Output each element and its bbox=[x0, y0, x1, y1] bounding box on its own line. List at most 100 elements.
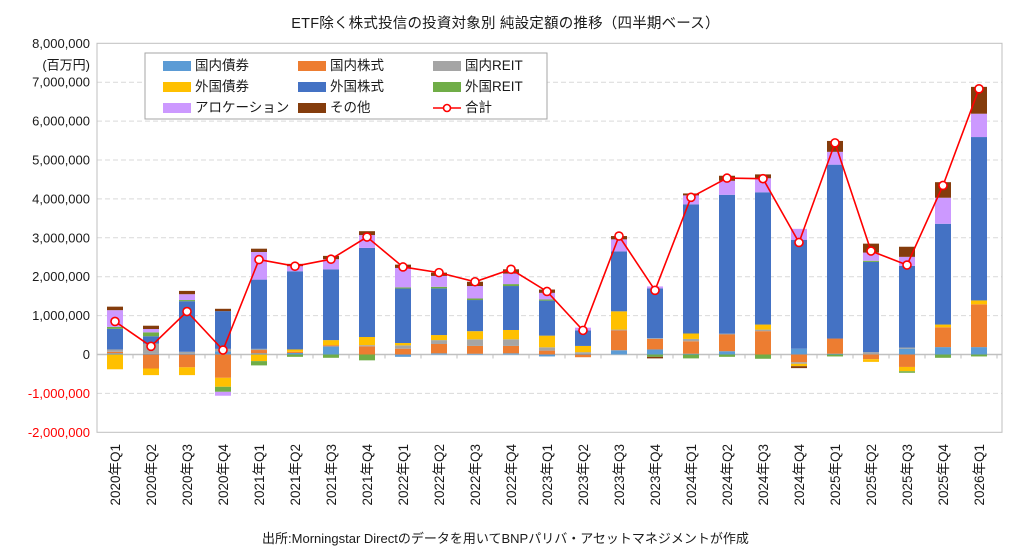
bar-segment-アロケーション bbox=[179, 294, 195, 301]
total-marker bbox=[254, 254, 264, 265]
bar-segment-外国株式 bbox=[827, 164, 843, 339]
bar-segment-外国REIT bbox=[899, 371, 915, 373]
svg-text:2021年Q4: 2021年Q4 bbox=[360, 444, 375, 506]
svg-text:2022年Q1: 2022年Q1 bbox=[396, 444, 411, 506]
bar-segment-国内債券 bbox=[251, 353, 267, 355]
bar-segment-外国株式 bbox=[431, 288, 447, 336]
bar-segment-国内REIT bbox=[107, 349, 123, 352]
legend-item-アロケーション: アロケーション bbox=[163, 100, 289, 115]
total-marker bbox=[578, 325, 588, 336]
svg-text:2022年Q2: 2022年Q2 bbox=[432, 444, 447, 506]
bar-segment-国内債券 bbox=[431, 353, 447, 355]
bar-segment-アロケーション bbox=[431, 275, 447, 287]
bar-segment-アロケーション bbox=[971, 113, 987, 138]
bar-segment-国内債券 bbox=[971, 347, 987, 355]
bar-segment-外国債券 bbox=[251, 354, 267, 362]
svg-text:6,000,000: 6,000,000 bbox=[32, 114, 90, 129]
bar-segment-国内REIT bbox=[431, 340, 447, 344]
source-note: 出所:Morningstar Directのデータを用いてBNPパリバ・アセット… bbox=[262, 531, 749, 546]
bar-segment-国内REIT bbox=[755, 329, 771, 332]
total-marker bbox=[326, 254, 336, 264]
bar-segment-アロケーション bbox=[719, 180, 735, 195]
bar-segment-外国株式 bbox=[719, 194, 735, 334]
bar-segment-その他 bbox=[791, 366, 807, 369]
svg-text:0: 0 bbox=[83, 347, 90, 362]
bar-segment-外国株式 bbox=[971, 137, 987, 301]
svg-text:2025年Q2: 2025年Q2 bbox=[864, 444, 879, 506]
bar-segment-国内株式 bbox=[647, 338, 663, 350]
bar-segment-アロケーション bbox=[395, 267, 411, 288]
bar-segment-外国REIT bbox=[323, 354, 339, 358]
total-marker bbox=[398, 262, 408, 272]
bar-segment-国内株式 bbox=[611, 330, 627, 351]
bar-segment-外国株式 bbox=[683, 204, 699, 334]
svg-text:4,000,000: 4,000,000 bbox=[32, 191, 90, 206]
svg-text:国内債券: 国内債券 bbox=[195, 58, 249, 73]
bar-segment-その他 bbox=[971, 86, 987, 114]
legend-item-国内債券: 国内債券 bbox=[163, 58, 249, 73]
bar-segment-外国債券 bbox=[287, 349, 303, 352]
bar-segment-外国REIT bbox=[647, 354, 663, 357]
bar-segment-外国REIT bbox=[287, 354, 303, 357]
bar-segment-外国債券 bbox=[575, 345, 591, 353]
bar-segment-国内債券 bbox=[899, 348, 915, 355]
bar-segment-外国株式 bbox=[863, 261, 879, 353]
bar-segment-国内株式 bbox=[935, 327, 951, 348]
svg-text:2023年Q2: 2023年Q2 bbox=[576, 444, 591, 506]
bar-segment-外国REIT bbox=[431, 286, 447, 289]
total-marker bbox=[218, 345, 228, 355]
bar-segment-国内株式 bbox=[251, 350, 267, 354]
bar-segment-外国REIT bbox=[755, 354, 771, 359]
bar-segment-国内株式 bbox=[827, 338, 843, 354]
svg-text:国内株式: 国内株式 bbox=[330, 58, 384, 73]
total-marker bbox=[794, 237, 804, 248]
bar-segment-国内株式 bbox=[431, 343, 447, 354]
svg-text:2020年Q2: 2020年Q2 bbox=[144, 444, 159, 506]
x-axis-ticks bbox=[96, 354, 998, 359]
svg-text:-2,000,000: -2,000,000 bbox=[28, 425, 90, 440]
bar-segment-外国債券 bbox=[971, 300, 987, 305]
total-marker bbox=[182, 306, 192, 317]
svg-text:2023年Q4: 2023年Q4 bbox=[648, 444, 663, 506]
bar-segment-外国REIT bbox=[539, 299, 555, 301]
bar-segment-国内株式 bbox=[323, 345, 339, 347]
bar-segment-国内株式 bbox=[539, 350, 555, 355]
bar-segment-国内株式 bbox=[143, 354, 159, 369]
bar-segment-外国REIT bbox=[971, 354, 987, 357]
bar-segment-外国債券 bbox=[431, 335, 447, 341]
bar-segment-国内株式 bbox=[107, 351, 123, 354]
svg-text:外国株式: 外国株式 bbox=[330, 79, 384, 94]
bar-segment-外国債券 bbox=[899, 366, 915, 372]
bar-segment-外国株式 bbox=[755, 192, 771, 325]
bar-segment-国内債券 bbox=[287, 352, 303, 355]
bar-segment-その他 bbox=[143, 325, 159, 330]
total-marker bbox=[146, 341, 156, 352]
bar-segment-外国株式 bbox=[251, 279, 267, 349]
bar-segment-外国債券 bbox=[539, 335, 555, 348]
total-marker bbox=[506, 264, 516, 275]
legend-item-国内株式: 国内株式 bbox=[298, 58, 384, 73]
svg-text:その他: その他 bbox=[330, 100, 371, 115]
bar-segment-外国REIT bbox=[467, 298, 483, 301]
bar-segment-外国債券 bbox=[395, 343, 411, 346]
legend: 国内債券 国内株式 国内REIT 外国債券 外国株式 外国REIT アロケーション その他 合計 bbox=[144, 52, 548, 120]
bar-segment-外国株式 bbox=[323, 269, 339, 341]
stacked-bars bbox=[107, 86, 987, 396]
bar-segment-外国株式 bbox=[611, 251, 627, 312]
bar-segment-国内株式 bbox=[791, 354, 807, 363]
bar-segment-国内株式 bbox=[863, 354, 879, 360]
bar-segment-アロケーション bbox=[143, 329, 159, 333]
bar-segment-国内債券 bbox=[683, 353, 699, 355]
bar-segment-国内REIT bbox=[899, 347, 915, 349]
bar-segment-国内株式 bbox=[755, 331, 771, 355]
bar-segment-外国株式 bbox=[359, 247, 375, 337]
bar-segment-国内債券 bbox=[719, 351, 735, 355]
bar-segment-国内債券 bbox=[467, 353, 483, 355]
bar-segment-外国株式 bbox=[467, 300, 483, 332]
svg-text:2023年Q1: 2023年Q1 bbox=[540, 444, 555, 506]
bar-segment-その他 bbox=[107, 306, 123, 311]
bar-segment-国内REIT bbox=[251, 348, 267, 351]
bar-segment-国内REIT bbox=[467, 339, 483, 346]
